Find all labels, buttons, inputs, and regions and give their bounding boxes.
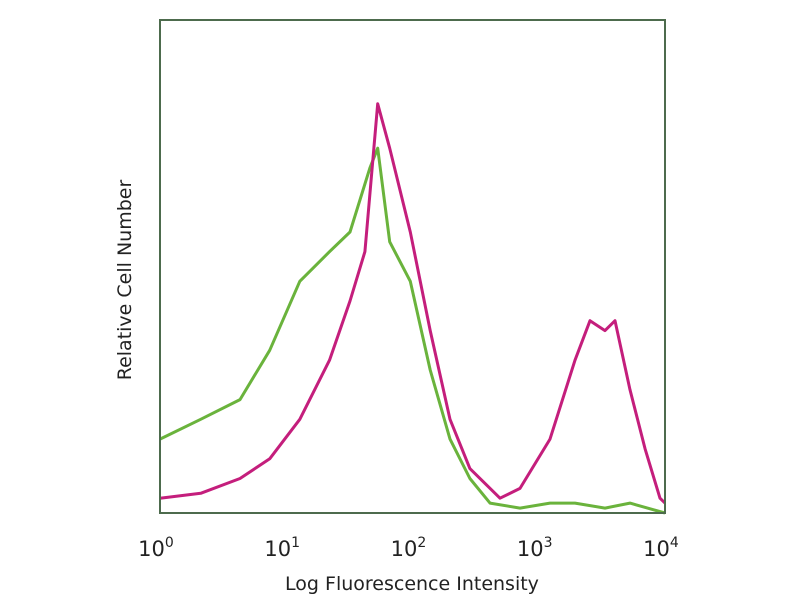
x-tick-label: 101 <box>264 535 300 561</box>
x-tick-label: 104 <box>643 535 679 561</box>
x-axis-label: Log Fluorescence Intensity <box>285 573 539 595</box>
x-tick-label: 100 <box>138 535 174 561</box>
series-line-2 <box>159 102 667 505</box>
plot-frame <box>159 19 666 514</box>
series-layer <box>159 102 667 515</box>
x-tick-label: 103 <box>517 535 553 561</box>
x-tick-labels: 100 101 102 103 104 <box>138 535 679 561</box>
y-axis-label: Relative Cell Number <box>114 180 136 381</box>
series-line-1 <box>159 146 666 515</box>
x-tick-label: 102 <box>391 535 427 561</box>
